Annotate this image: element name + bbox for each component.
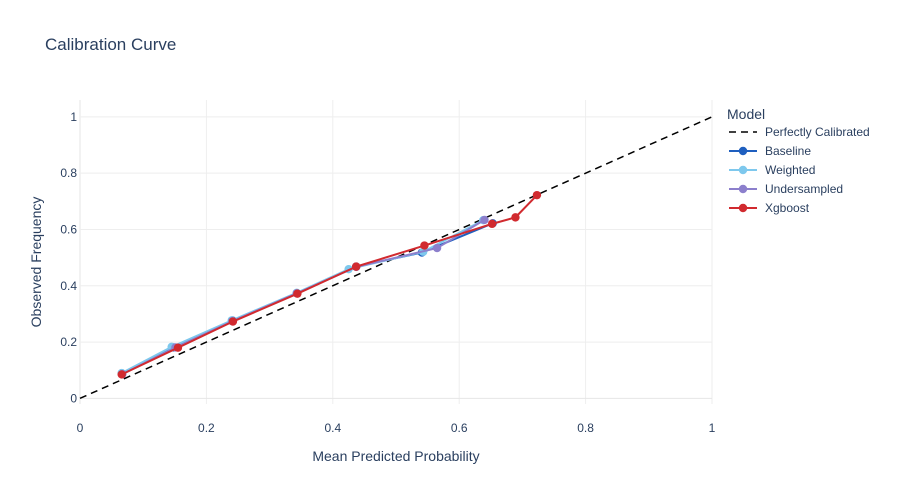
- legend-label: Perfectly Calibrated: [765, 125, 870, 139]
- x-tick-label: 0.8: [577, 421, 594, 435]
- x-tick-label: 0.4: [324, 421, 341, 435]
- data-point: [511, 213, 520, 222]
- data-point: [532, 190, 542, 200]
- data-point: [293, 289, 302, 298]
- x-tick-label: 0.2: [198, 421, 215, 435]
- grid: [79, 100, 713, 404]
- legend-swatch-marker: [738, 203, 748, 213]
- data-point: [173, 343, 183, 352]
- legend: Model Perfectly Calibrated Baseline Weight…: [727, 106, 870, 215]
- data-point: [480, 215, 489, 225]
- legend-item: Undersampled: [729, 182, 843, 196]
- legend-item: Perfectly Calibrated: [729, 125, 870, 139]
- legend-label: Weighted: [765, 163, 815, 177]
- chart-title: Calibration Curve: [45, 35, 176, 54]
- data-point: [487, 219, 497, 229]
- x-tick-label: 1: [709, 421, 716, 435]
- legend-item: Xgboost: [729, 201, 810, 215]
- series-weighted: [117, 215, 488, 378]
- y-tick-label: 0.6: [60, 222, 77, 236]
- y-tick-label: 0: [70, 391, 77, 405]
- series-undersampled: [118, 215, 489, 379]
- reference-line: [79, 116, 713, 400]
- data-point: [117, 370, 126, 379]
- legend-title: Model: [727, 106, 765, 122]
- x-tick-labels: 0 0.2 0.4 0.6 0.8 1: [77, 421, 716, 435]
- legend-label: Baseline: [765, 144, 811, 158]
- x-axis-title: Mean Predicted Probability: [312, 448, 479, 464]
- y-axis-title: Observed Frequency: [28, 197, 44, 328]
- y-tick-label: 0.2: [60, 335, 77, 349]
- legend-swatch-marker: [738, 184, 748, 194]
- y-tick-label: 1: [70, 110, 77, 124]
- legend-item: Baseline: [729, 144, 811, 158]
- x-tick-label: 0.6: [451, 421, 468, 435]
- data-point: [351, 262, 361, 271]
- reference-line-path: [79, 116, 713, 400]
- legend-item: Weighted: [729, 163, 815, 177]
- y-tick-label: 0.4: [60, 279, 77, 293]
- plot-area: [117, 190, 542, 379]
- series-xgboost: [117, 190, 542, 379]
- data-point: [432, 243, 442, 253]
- legend-swatch-marker: [738, 146, 748, 156]
- legend-swatch-marker: [738, 165, 748, 175]
- x-tick-label: 0: [77, 421, 84, 435]
- legend-label: Xgboost: [765, 201, 810, 215]
- y-tick-label: 0.8: [60, 166, 77, 180]
- legend-label: Undersampled: [765, 182, 843, 196]
- data-point: [420, 241, 429, 250]
- y-tick-labels: 0 0.2 0.4 0.6 0.8 1: [60, 110, 77, 405]
- data-point: [228, 317, 238, 326]
